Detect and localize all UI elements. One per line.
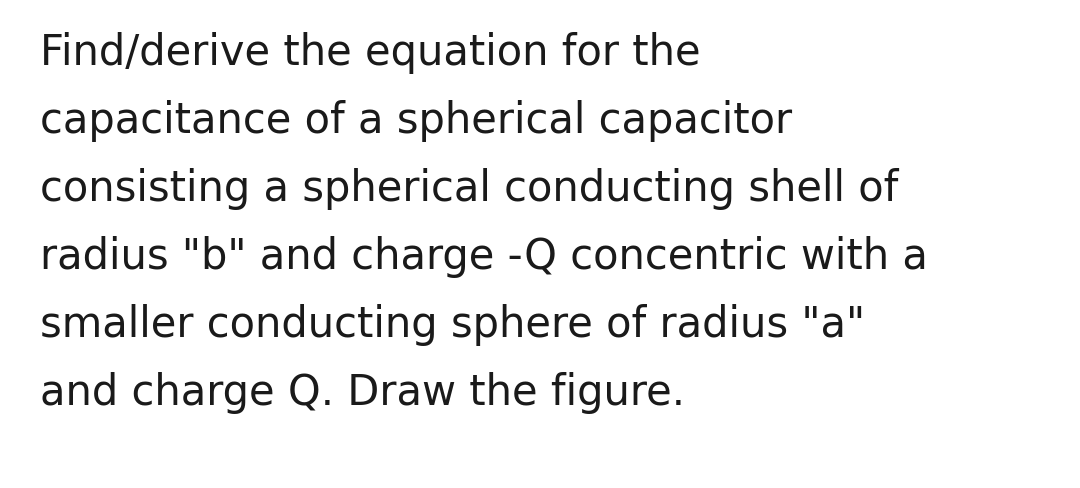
Text: and charge Q. Draw the figure.: and charge Q. Draw the figure. <box>40 371 685 413</box>
Text: radius "b" and charge -Q concentric with a: radius "b" and charge -Q concentric with… <box>40 236 928 278</box>
Text: consisting a spherical conducting shell of: consisting a spherical conducting shell … <box>40 168 899 209</box>
Text: smaller conducting sphere of radius "a": smaller conducting sphere of radius "a" <box>40 304 865 346</box>
Text: Find/derive the equation for the: Find/derive the equation for the <box>40 32 701 74</box>
Text: capacitance of a spherical capacitor: capacitance of a spherical capacitor <box>40 100 792 142</box>
